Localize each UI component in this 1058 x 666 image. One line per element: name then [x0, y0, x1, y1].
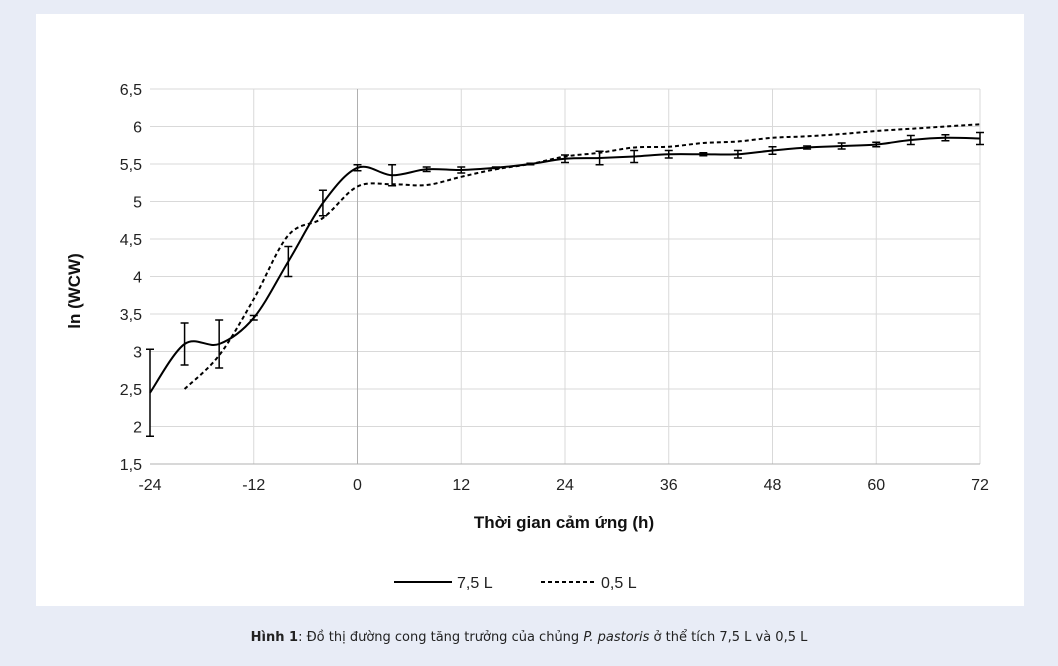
error-bar — [318, 189, 327, 217]
tick-labels: 1,5 2 2,5 3 3,5 4 4,5 5 5,5 6 6,5 -24 -12 0 12 24 36 48 60… — [120, 82, 989, 494]
y-tick-label: 2 — [133, 420, 142, 437]
error-bar — [976, 131, 984, 146]
error-bar — [284, 245, 293, 278]
y-tick-label: 1,5 — [120, 457, 142, 474]
error-bar — [837, 142, 846, 150]
legend-label-7-5-l: 7,5 L — [457, 575, 493, 592]
error-bar — [699, 152, 708, 157]
error-bar — [630, 149, 639, 164]
error-bar — [457, 166, 466, 174]
error-bar — [353, 164, 362, 172]
y-tick-label: 3 — [133, 345, 142, 362]
y-tick-label: 4 — [133, 270, 142, 287]
error-bar — [733, 149, 742, 159]
series-line-0-5-l — [183, 123, 981, 390]
error-bar — [872, 141, 881, 148]
error-bar — [180, 322, 189, 366]
legend: 7,5 L 0,5 L — [394, 575, 637, 592]
legend-label-0-5-l: 0,5 L — [601, 575, 637, 592]
y-tick-label: 6,5 — [120, 82, 142, 99]
caption-label: Hình 1 — [250, 630, 299, 645]
error-bar — [146, 348, 154, 437]
error-bar — [941, 134, 950, 142]
x-tick-label: 12 — [452, 477, 470, 494]
error-bar — [249, 314, 258, 321]
x-tick-label: -24 — [138, 477, 161, 494]
caption-text-after: ở thể tích 7,5 L và 0,5 L — [649, 630, 808, 645]
error-bar — [388, 164, 397, 187]
error-bar — [803, 145, 812, 150]
y-tick-label: 5 — [133, 195, 142, 212]
x-tick-label: 48 — [764, 477, 782, 494]
growth-curve-chart: 1,5 2 2,5 3 3,5 4 4,5 5 5,5 6 6,5 -24 -12 0 12 24 36 48 60… — [65, 82, 989, 592]
x-tick-label: 72 — [971, 477, 989, 494]
y-tick-label: 3,5 — [120, 307, 142, 324]
grid — [150, 88, 981, 464]
error-bar — [215, 319, 224, 369]
x-tick-label: 60 — [867, 477, 885, 494]
series — [146, 123, 984, 437]
caption-species: P. pastoris — [583, 630, 650, 645]
x-tick-label: 36 — [660, 477, 678, 494]
y-axis-title: ln (WCW) — [65, 253, 84, 329]
error-bar — [768, 146, 777, 155]
x-tick-label: 0 — [353, 477, 362, 494]
axes — [150, 89, 980, 465]
y-tick-label: 2,5 — [120, 382, 142, 399]
x-tick-label: 24 — [556, 477, 574, 494]
x-tick-label: -12 — [242, 477, 265, 494]
error-bar — [422, 166, 431, 173]
y-tick-label: 5,5 — [120, 157, 142, 174]
caption-text-before: : Đồ thị đường cong tăng trưởng của chủn… — [298, 630, 584, 645]
error-bar — [664, 149, 673, 159]
y-tick-label: 4,5 — [120, 232, 142, 249]
figure-caption: Hình 1: Đồ thị đường cong tăng trưởng củ… — [0, 630, 1058, 645]
figure-panel: 1,5 2 2,5 3 3,5 4 4,5 5 5,5 6 6,5 -24 -12 0 12 24 36 48 60… — [36, 14, 1024, 606]
y-tick-label: 6 — [133, 120, 142, 137]
error-bar — [906, 134, 915, 146]
x-axis-title: Thời gian cảm ứng (h) — [474, 513, 654, 532]
